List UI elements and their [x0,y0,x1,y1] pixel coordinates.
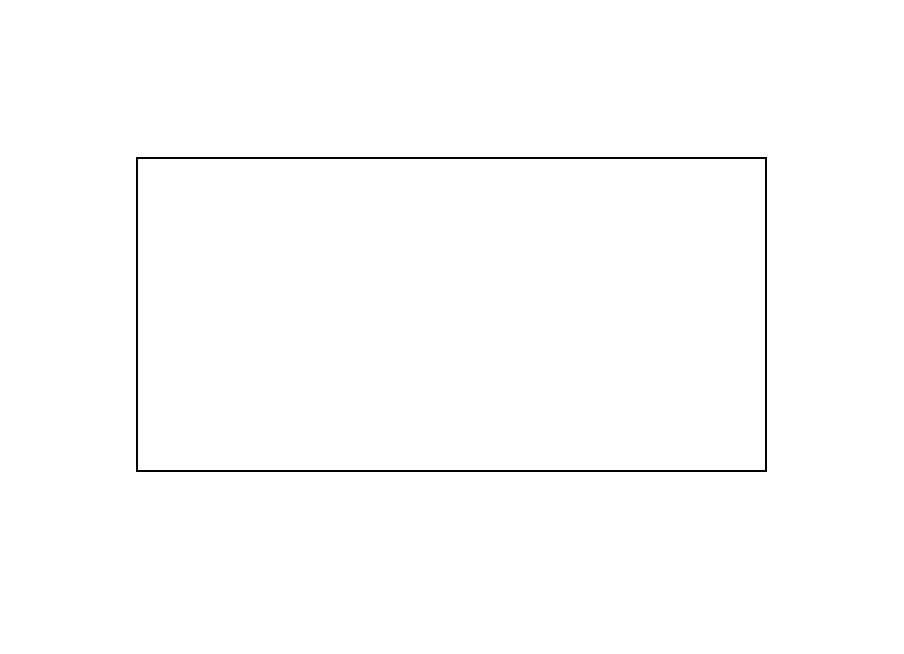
plot-frame [136,157,767,472]
colorbar [780,204,806,520]
contour-field-canvas [138,159,765,470]
